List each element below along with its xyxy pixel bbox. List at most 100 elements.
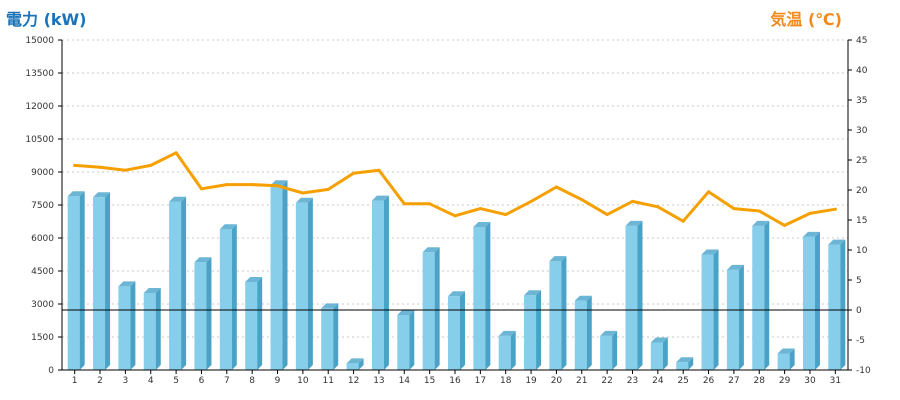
bar-front xyxy=(802,236,815,370)
temperature-point xyxy=(199,187,203,191)
bar-side xyxy=(586,295,592,370)
bar-front xyxy=(422,252,435,370)
bar xyxy=(676,357,694,370)
bar xyxy=(397,310,415,370)
bar-top xyxy=(321,303,339,309)
bar xyxy=(650,337,668,370)
bar-front xyxy=(498,335,511,370)
bar-side xyxy=(282,180,288,370)
bar-side xyxy=(485,222,491,370)
x-tick-label: 7 xyxy=(224,376,230,386)
bar-side xyxy=(434,247,440,370)
bar-front xyxy=(625,225,638,370)
temperature-point xyxy=(529,199,533,203)
left-tick-label: 7500 xyxy=(31,201,54,211)
left-tick-label: 3000 xyxy=(31,300,54,310)
bar xyxy=(371,195,389,370)
x-tick-label: 29 xyxy=(779,376,791,386)
bar-front xyxy=(397,315,410,370)
right-tick-label: 15 xyxy=(856,216,867,226)
temperature-point xyxy=(149,163,153,167)
bar-front xyxy=(828,244,841,370)
bar-front xyxy=(67,196,80,370)
x-tick-label: 26 xyxy=(703,376,715,386)
bar-front xyxy=(676,362,689,370)
temperature-point xyxy=(352,171,356,175)
bar xyxy=(802,231,820,370)
bar-top xyxy=(701,249,719,255)
bar-side xyxy=(130,281,136,370)
bar xyxy=(473,222,491,370)
bar-front xyxy=(194,262,207,370)
right-tick-label: 35 xyxy=(856,96,867,106)
bar-front xyxy=(549,261,562,370)
x-tick-label: 2 xyxy=(97,376,103,386)
bar-top xyxy=(118,281,136,287)
x-tick-label: 1 xyxy=(72,376,78,386)
bar-top xyxy=(169,196,187,202)
x-tick-label: 13 xyxy=(373,376,384,386)
tick-labels: 0 1500 3000 4500 6000 7500 9000 10500 12000 13500… xyxy=(25,36,871,386)
bar xyxy=(219,224,237,370)
bar-front xyxy=(600,335,613,370)
bar xyxy=(143,288,161,370)
bar-top xyxy=(473,222,491,227)
bar-top xyxy=(194,257,212,263)
bar xyxy=(549,256,567,370)
axes xyxy=(58,39,852,374)
bar-side xyxy=(383,195,389,370)
bar-top xyxy=(802,231,820,237)
x-tick-label: 21 xyxy=(576,376,587,386)
bar xyxy=(726,264,744,370)
temperature-point xyxy=(453,214,457,218)
temperature-point xyxy=(98,165,102,169)
temperature-line xyxy=(73,151,837,227)
temperature-point xyxy=(783,223,787,227)
bar-front xyxy=(270,185,283,370)
x-tick-label: 30 xyxy=(804,376,816,386)
temperature-point xyxy=(554,185,558,189)
bar xyxy=(422,247,440,370)
temperature-point xyxy=(402,202,406,206)
bar xyxy=(448,291,465,370)
bar-top xyxy=(67,191,85,197)
bar-front xyxy=(701,254,714,370)
bar-side xyxy=(307,197,313,370)
right-tick-label: 30 xyxy=(856,126,868,136)
bar xyxy=(245,277,263,370)
temperature-point xyxy=(250,183,254,187)
left-axis-title: 電力 (kW) xyxy=(6,10,87,29)
x-tick-label: 28 xyxy=(754,376,766,386)
left-tick-label: 10500 xyxy=(25,135,54,145)
bar-front xyxy=(371,200,384,370)
bar-side xyxy=(662,337,668,370)
bar xyxy=(524,290,542,370)
bar-top xyxy=(371,195,389,201)
bar-top xyxy=(600,330,618,336)
x-tick-label: 10 xyxy=(297,376,309,386)
bar-side xyxy=(688,357,694,370)
right-tick-label: 40 xyxy=(856,66,868,76)
x-tick-label: 25 xyxy=(677,376,688,386)
temperature-point xyxy=(123,168,127,172)
x-tick-label: 8 xyxy=(249,376,255,386)
bar xyxy=(169,196,187,370)
temperature-point xyxy=(630,199,634,203)
bar-front xyxy=(473,227,486,370)
x-tick-label: 3 xyxy=(123,376,129,386)
bar-front xyxy=(346,363,359,370)
temperature-point xyxy=(377,168,381,172)
bar-side xyxy=(637,220,643,370)
bar xyxy=(752,220,770,370)
bar-side xyxy=(181,196,187,370)
bar xyxy=(600,330,618,370)
bar-side xyxy=(155,288,161,370)
bar xyxy=(67,191,85,370)
bar-front xyxy=(245,282,258,370)
temperature-point xyxy=(225,183,229,187)
left-tick-label: 13500 xyxy=(25,69,54,79)
bar xyxy=(93,192,111,370)
bar-top xyxy=(650,337,668,343)
bar xyxy=(574,295,592,370)
